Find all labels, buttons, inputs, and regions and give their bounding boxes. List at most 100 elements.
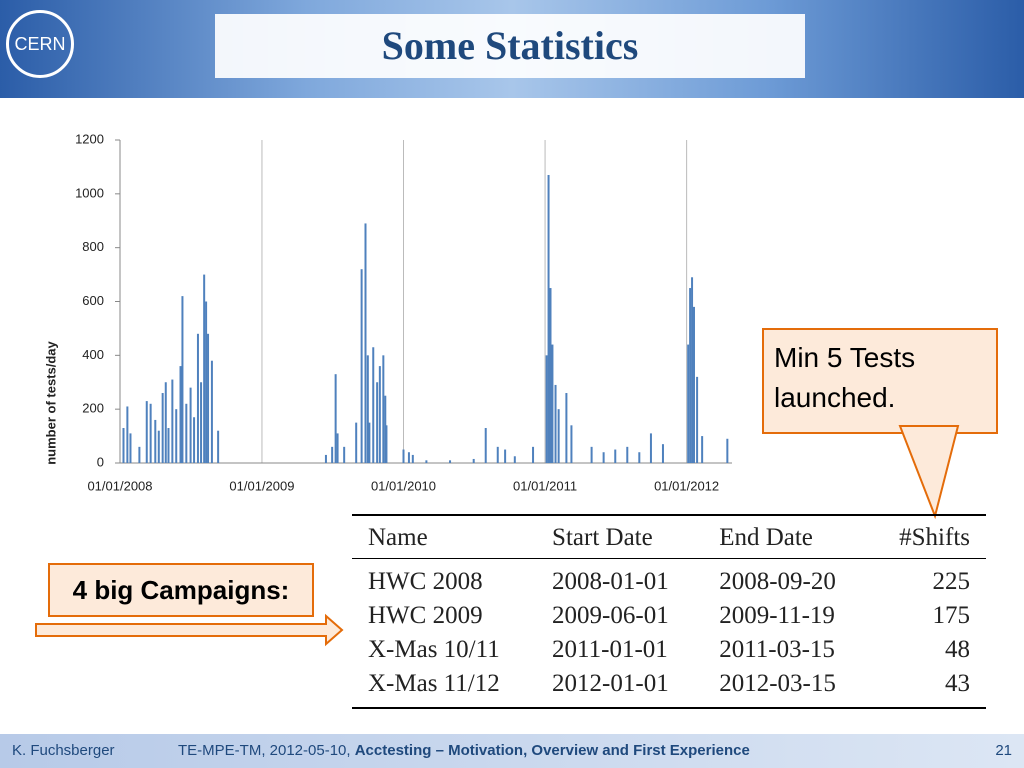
footer-author: K. Fuchsberger: [12, 742, 115, 759]
bar: [557, 409, 560, 463]
table-cell: 2011-03-15: [719, 636, 835, 663]
bar: [376, 382, 379, 463]
bar: [364, 223, 367, 463]
footer-talk: Acctesting – Motivation, Overview and Fi…: [354, 742, 750, 759]
bar: [545, 355, 548, 463]
bar: [331, 446, 334, 463]
bar: [324, 454, 327, 463]
bar: [407, 452, 410, 463]
table-cell: 2009-06-01: [552, 602, 669, 629]
bar: [554, 384, 557, 463]
bar: [138, 446, 141, 463]
x-tick-label: 01/01/2011: [513, 478, 577, 493]
footer-info: TE-MPE-TM, 2012-05-10,: [178, 742, 355, 759]
bar: [157, 430, 160, 463]
bar: [205, 301, 208, 463]
bar: [504, 449, 507, 463]
bar: [171, 379, 174, 463]
bar: [649, 433, 652, 463]
column-header: #Shifts: [870, 514, 986, 559]
table-row: HWC 2009 2009-06-01 2009-11-19 175: [352, 599, 986, 633]
bar: [343, 446, 346, 463]
y-tick-label: 600: [82, 293, 104, 308]
bar: [402, 449, 405, 463]
bar: [122, 428, 125, 463]
bar: [425, 460, 428, 463]
table-cell: 2012-03-15: [703, 667, 871, 709]
x-tick-label: 01/01/2008: [87, 478, 152, 493]
bar: [368, 422, 371, 463]
x-tick-label: 01/01/2010: [371, 478, 436, 493]
table-cell: 2008-01-01: [552, 568, 669, 595]
logo: CERN: [6, 10, 74, 78]
bar: [484, 428, 487, 463]
bar: [638, 452, 641, 463]
bar: [164, 382, 167, 463]
bar: [161, 393, 164, 463]
bar: [496, 446, 499, 463]
bar: [185, 403, 188, 463]
bar: [532, 446, 535, 463]
bar: [179, 366, 182, 463]
table-cell: 2008-09-20: [719, 568, 836, 595]
table-cell: 48: [945, 636, 970, 663]
y-tick-label: 400: [82, 347, 104, 362]
bar: [689, 288, 692, 463]
bar: [334, 374, 337, 463]
bar: [145, 401, 148, 463]
table-row: HWC 2008 2008-01-01 2008-09-20 225: [352, 559, 986, 600]
bar: [217, 430, 220, 463]
table-cell: HWC 2008: [368, 568, 483, 595]
bar: [626, 446, 629, 463]
bar: [701, 436, 704, 463]
bar: [203, 274, 206, 463]
bar: [449, 460, 452, 463]
slide-title: Some Statistics: [215, 14, 805, 78]
bar: [189, 387, 192, 463]
y-tick-label: 1200: [75, 131, 104, 146]
bar: [167, 428, 170, 463]
table-cell: 2011-01-01: [552, 636, 668, 663]
bar: [196, 333, 199, 463]
bar: [193, 417, 196, 463]
bar: [336, 433, 339, 463]
column-header: End Date: [703, 514, 871, 559]
callout-pointer: [898, 425, 960, 520]
bar: [175, 409, 178, 463]
table-cell: 2012-01-01: [536, 667, 704, 709]
column-header: Name: [352, 514, 537, 559]
table-cell: 2009-11-19: [719, 602, 835, 629]
bar: [614, 449, 617, 463]
y-axis-label: number of tests/day: [43, 340, 58, 464]
bar: [181, 296, 184, 463]
bar: [129, 433, 132, 463]
campaigns-label: 4 big Campaigns:: [48, 563, 314, 617]
table-cell: 225: [932, 568, 971, 595]
page-number: 21: [995, 742, 1012, 759]
bar: [355, 422, 358, 463]
chart: number of tests/day 0 200 400 600 800 1000 120…: [43, 131, 732, 493]
bar: [692, 306, 695, 463]
bar: [149, 403, 152, 463]
y-tick-label: 200: [82, 401, 104, 416]
bar: [411, 454, 414, 463]
bar: [691, 277, 694, 463]
bar: [210, 360, 213, 463]
table-cell: X-Mas 11/12: [352, 667, 537, 709]
table-cell: X-Mas 10/11: [368, 636, 500, 663]
bar: [590, 446, 593, 463]
bar: [382, 355, 385, 463]
column-header: Start Date: [536, 514, 704, 559]
arrow: [35, 613, 344, 647]
y-tick-label: 1000: [75, 185, 104, 200]
y-tick-label: 0: [97, 454, 104, 469]
bar: [378, 366, 381, 463]
bar: [385, 425, 388, 463]
bar: [661, 444, 664, 463]
bar: [565, 393, 568, 463]
bar: [200, 382, 203, 463]
table-cell: 175: [932, 602, 971, 629]
bar: [472, 458, 475, 463]
callout: Min 5 Tests launched.: [762, 328, 998, 434]
